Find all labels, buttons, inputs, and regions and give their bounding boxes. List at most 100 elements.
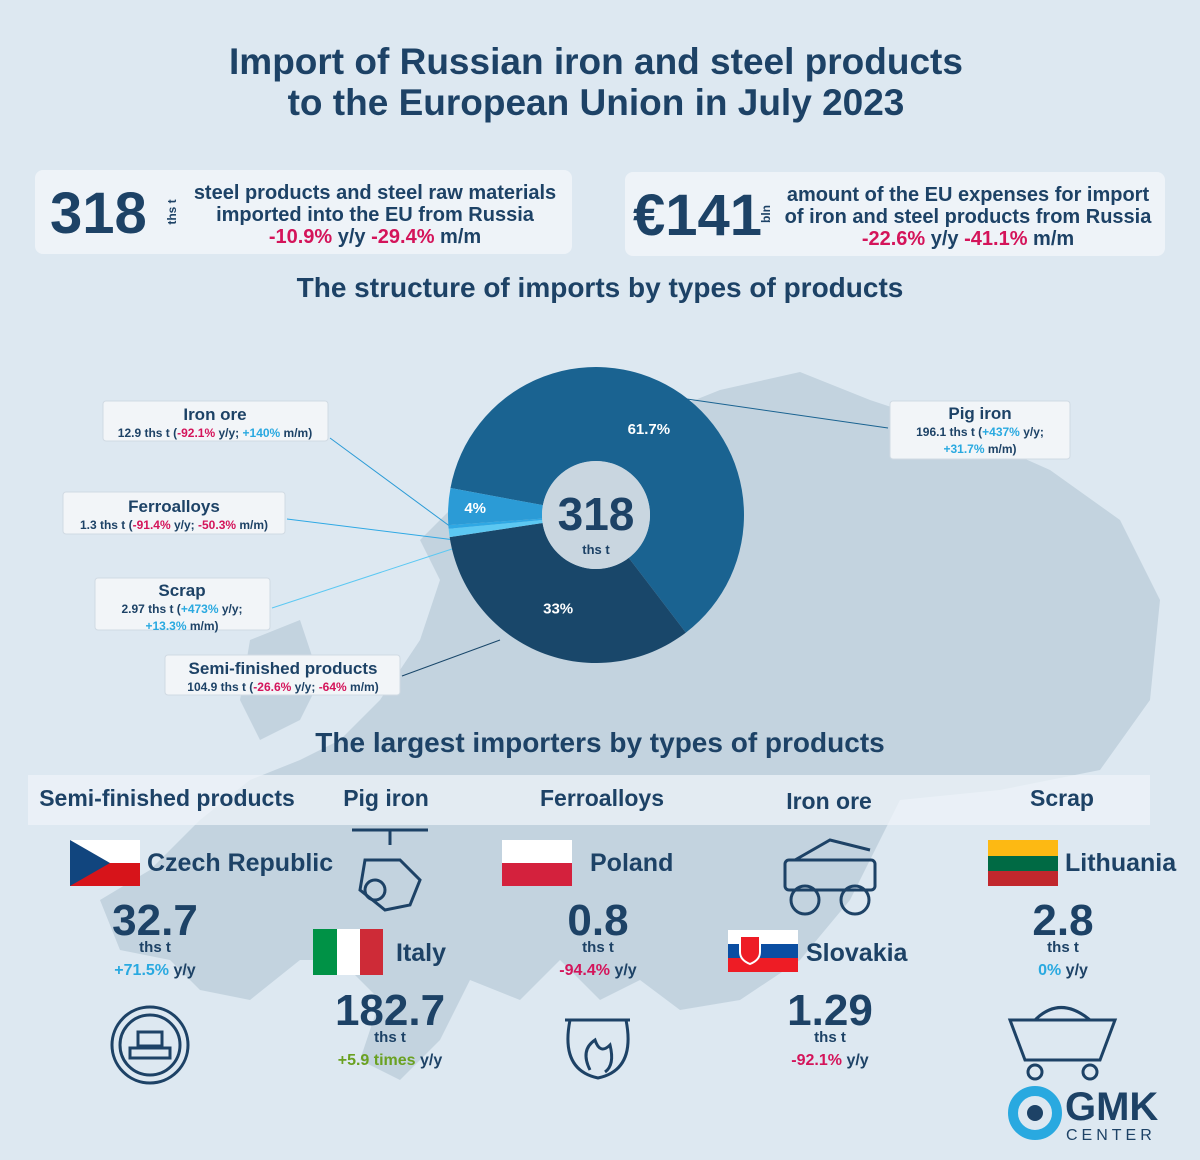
text-run: y/y xyxy=(332,226,371,248)
rich-text: 196.1 ths t (+437% y/y; xyxy=(916,425,1044,439)
text-run: +140% xyxy=(243,426,281,440)
text-run: +437% xyxy=(982,425,1020,439)
stat-unit: bln xyxy=(759,205,773,223)
country: Lithuania xyxy=(1065,849,1177,877)
text-run: +13.3% xyxy=(145,619,186,633)
logo-sub: CENTER xyxy=(1066,1127,1156,1144)
column-heading: Pig iron xyxy=(343,785,429,811)
callout-name: Scrap xyxy=(158,581,205,600)
text-run: 2.97 ths t ( xyxy=(121,602,180,616)
rich-text: 104.9 ths t (-26.6% y/y; -64% m/m) xyxy=(187,680,378,694)
text-run: y/y xyxy=(169,962,196,979)
stat-value: €141 xyxy=(633,183,762,248)
text-run: -50.3% xyxy=(198,518,236,532)
pie-slice xyxy=(448,488,543,526)
rich-text: -22.6% y/y -41.1% m/m xyxy=(862,228,1074,250)
rich-text: +13.3% m/m) xyxy=(145,619,218,633)
slice-label: 33% xyxy=(543,601,573,618)
text-run: +473% xyxy=(181,602,219,616)
stat-text: steel products and steel raw materials xyxy=(194,182,556,204)
text-run: y/y xyxy=(925,228,964,250)
text-run: -64% xyxy=(319,680,347,694)
text-run: y/y xyxy=(1061,962,1088,979)
pie-slice xyxy=(448,520,543,538)
rich-text: 2.97 ths t (+473% y/y; xyxy=(121,602,242,616)
logo-mark xyxy=(1008,1086,1062,1140)
column-heading: Semi-finished products xyxy=(39,785,295,811)
stat-text: of iron and steel products from Russia xyxy=(785,206,1153,228)
rich-text: -94.4% y/y xyxy=(559,962,636,979)
text-run: m/m) xyxy=(187,619,219,633)
import-value: 182.7 xyxy=(335,986,445,1035)
rich-text: 12.9 ths t (-92.1% y/y; +140% m/m) xyxy=(118,426,312,440)
import-value: 2.8 xyxy=(1032,896,1093,945)
text-run: 1.3 ths t ( xyxy=(80,518,133,532)
flag-italy xyxy=(313,929,383,975)
pie-slice xyxy=(450,366,745,633)
connectors xyxy=(271,397,889,677)
text-run: -26.6% xyxy=(253,680,291,694)
import-unit: ths t xyxy=(1047,939,1079,956)
flag-czech xyxy=(70,840,140,886)
chart-title: The structure of imports by types of pro… xyxy=(297,272,904,303)
center-value: 318 xyxy=(558,488,635,540)
text-run: 196.1 ths t ( xyxy=(916,425,982,439)
text-run: y/y xyxy=(842,1052,869,1069)
section-title: The largest importers by types of produc… xyxy=(315,727,884,758)
stat-box xyxy=(35,170,572,254)
column-heading: Ferroalloys xyxy=(540,785,664,811)
text-run: +5.9 times xyxy=(338,1052,416,1069)
stat-value: 318 xyxy=(50,181,147,246)
rich-text: -10.9% y/y -29.4% m/m xyxy=(269,226,481,248)
rich-text: 0% y/y xyxy=(1038,962,1088,979)
text-run: m/m) xyxy=(347,680,379,694)
text-run: +31.7% xyxy=(943,442,984,456)
text-run: m/m) xyxy=(985,442,1017,456)
text-run: y/y; xyxy=(219,602,243,616)
country: Slovakia xyxy=(806,939,909,967)
text-run: 0% xyxy=(1038,962,1061,979)
slice-label: 61.7% xyxy=(628,421,671,438)
import-value: 32.7 xyxy=(112,896,198,945)
text-run: 104.9 ths t ( xyxy=(187,680,253,694)
pie-slice xyxy=(448,518,543,529)
pie-slice xyxy=(449,523,686,663)
text-run: m/m xyxy=(434,226,481,248)
callout-name: Ferroalloys xyxy=(128,497,220,516)
text-run: m/m xyxy=(1027,228,1074,250)
column-heading: Iron ore xyxy=(786,788,872,814)
flag-slovakia xyxy=(728,930,798,972)
text-run: y/y xyxy=(610,962,637,979)
rich-text: +71.5% y/y xyxy=(114,962,196,979)
flag-poland xyxy=(502,840,572,886)
callout-name: Pig iron xyxy=(948,404,1011,423)
logo-name: GMK xyxy=(1065,1085,1158,1129)
text-run: y/y xyxy=(416,1052,443,1069)
stat-unit: ths t xyxy=(165,199,179,224)
callout-name: Semi-finished products xyxy=(189,659,378,678)
donut-hole xyxy=(542,461,650,569)
rich-text: +5.9 times y/y xyxy=(338,1052,443,1069)
text-run: -10.9% xyxy=(269,226,333,248)
text-run: -22.6% xyxy=(862,228,926,250)
center-unit: ths t xyxy=(582,542,610,557)
stat-text: imported into the EU from Russia xyxy=(216,204,535,226)
import-unit: ths t xyxy=(582,939,614,956)
country: Poland xyxy=(590,849,673,877)
flag-lithuania xyxy=(988,840,1058,886)
callout-name: Iron ore xyxy=(183,405,246,424)
text-run: -94.4% xyxy=(559,962,610,979)
slice-label: 4% xyxy=(464,500,486,517)
icons xyxy=(110,828,1118,1085)
rich-text: -92.1% y/y xyxy=(791,1052,868,1069)
rich-text: +31.7% m/m) xyxy=(943,442,1016,456)
rich-text: 1.3 ths t (-91.4% y/y; -50.3% m/m) xyxy=(80,518,268,532)
import-value: 0.8 xyxy=(567,896,628,945)
text-run: y/y; xyxy=(1020,425,1044,439)
import-value: 1.29 xyxy=(787,986,873,1035)
text-run: m/m) xyxy=(236,518,268,532)
text-run: 12.9 ths t ( xyxy=(118,426,177,440)
stat-box xyxy=(625,172,1165,256)
